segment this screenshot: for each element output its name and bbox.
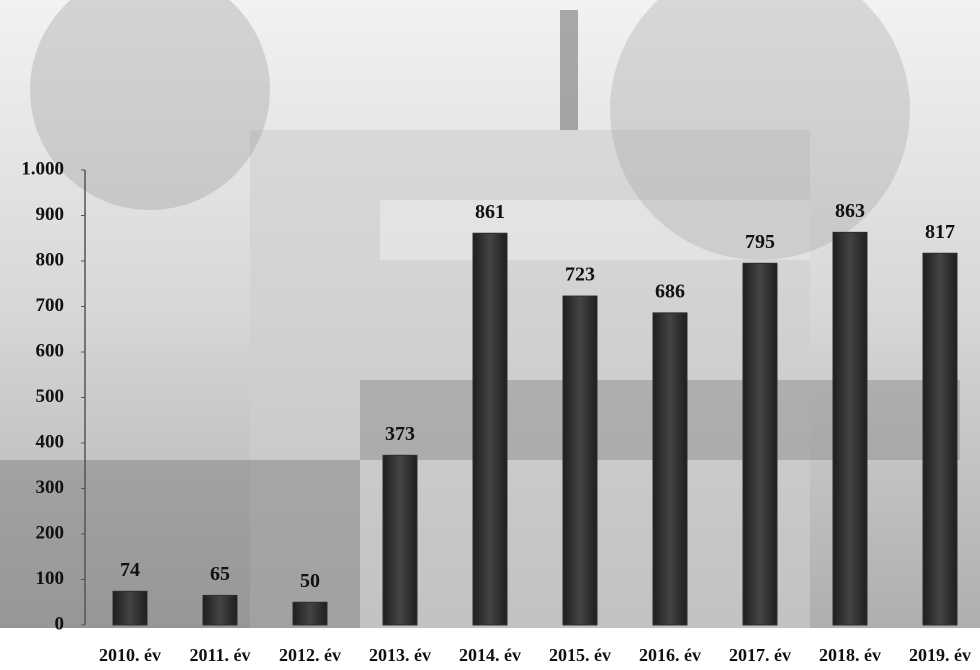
y-tick-label: 200 [36, 522, 65, 543]
x-tick-label: 2010. év [99, 645, 161, 665]
x-tick-label: 2018. év [819, 645, 881, 665]
x-tick-label: 2012. év [279, 645, 341, 665]
bar [472, 232, 508, 626]
value-label: 723 [565, 264, 595, 286]
value-label: 50 [300, 570, 320, 592]
bar [832, 231, 868, 626]
value-label: 373 [385, 423, 415, 445]
y-tick-label: 100 [36, 568, 65, 589]
bar [922, 252, 958, 626]
x-tick-label: 2013. év [369, 645, 431, 665]
x-tick-label: 2016. év [639, 645, 701, 665]
bar [652, 312, 688, 626]
value-label: 795 [745, 231, 775, 253]
value-label: 686 [655, 280, 685, 302]
value-label: 863 [835, 200, 865, 222]
bar [202, 594, 238, 626]
x-tick-label: 2019. év [909, 645, 971, 665]
bar [112, 590, 148, 626]
bar [562, 295, 598, 626]
y-tick-label: 400 [36, 431, 65, 452]
y-tick-label: 0 [55, 613, 65, 634]
x-tick-label: 2011. év [190, 645, 251, 665]
y-tick-label: 500 [36, 386, 65, 407]
y-tick-label: 700 [36, 295, 65, 316]
bar [382, 454, 418, 626]
value-label: 817 [925, 221, 955, 243]
y-tick-label: 1.000 [21, 158, 64, 179]
y-tick-label: 600 [36, 340, 65, 361]
bar [292, 601, 328, 626]
value-label: 861 [475, 201, 505, 223]
bar [742, 262, 778, 626]
value-label: 65 [210, 563, 230, 585]
x-tick-label: 2017. év [729, 645, 791, 665]
x-tick-label: 2015. év [549, 645, 611, 665]
x-tick-label: 2014. év [459, 645, 521, 665]
value-label: 74 [120, 559, 140, 581]
y-tick-label: 800 [36, 249, 65, 270]
y-tick-label: 900 [36, 204, 65, 225]
y-tick-label: 300 [36, 477, 65, 498]
